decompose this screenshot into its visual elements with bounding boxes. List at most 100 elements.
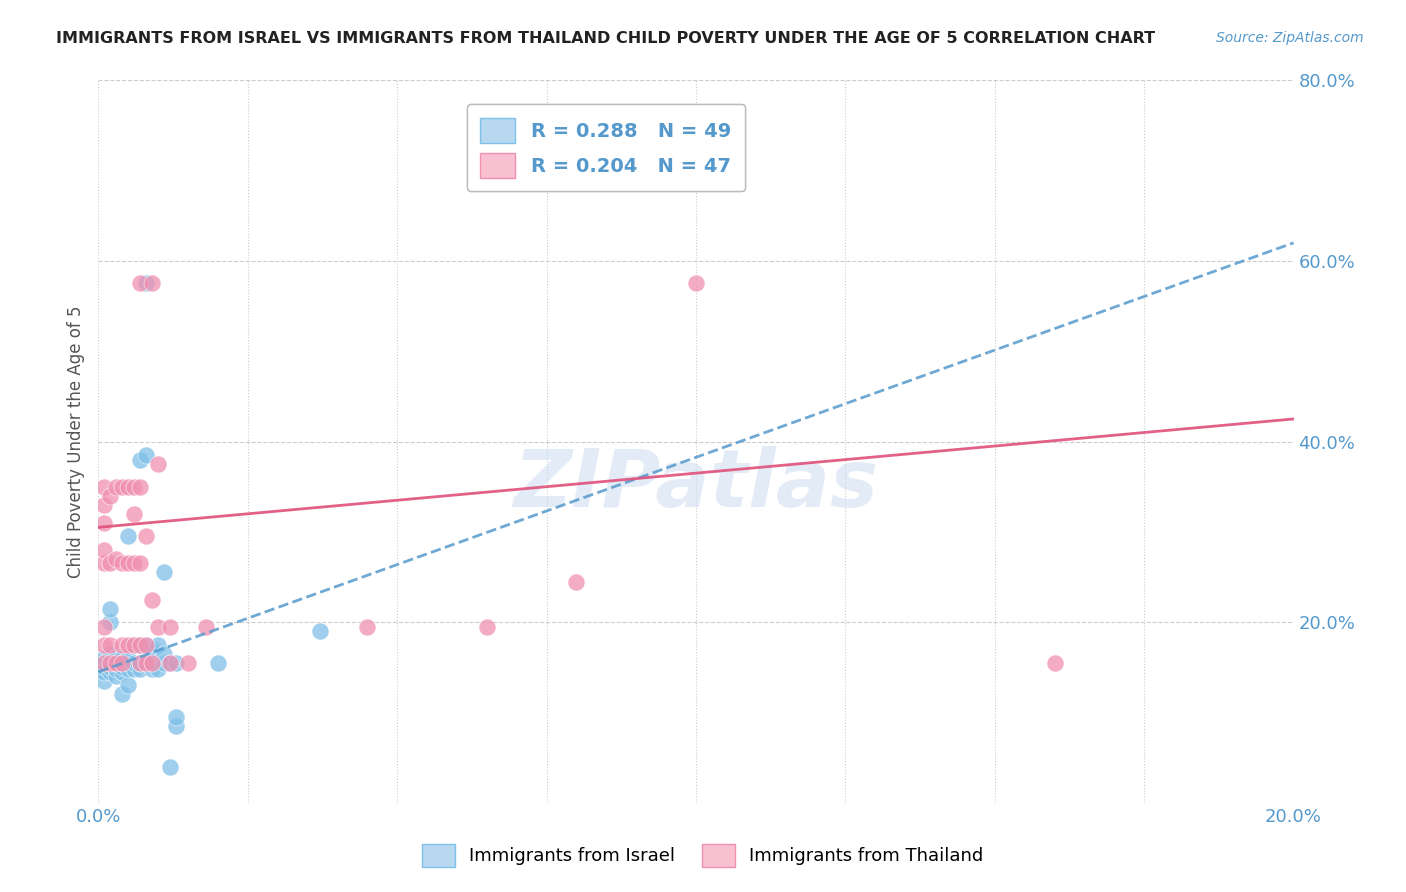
Point <box>111 687 134 701</box>
Point <box>98 660 122 674</box>
Point <box>159 620 181 634</box>
Point <box>135 448 157 462</box>
Legend: R = 0.288   N = 49, R = 0.204   N = 47: R = 0.288 N = 49, R = 0.204 N = 47 <box>467 104 745 192</box>
Point <box>135 529 157 543</box>
Point <box>159 656 181 670</box>
Point <box>135 638 157 652</box>
Point <box>93 620 115 634</box>
Point <box>117 651 139 665</box>
Point <box>93 498 115 512</box>
Point <box>685 277 707 291</box>
Text: Source: ZipAtlas.com: Source: ZipAtlas.com <box>1216 31 1364 45</box>
Point <box>129 557 152 571</box>
Point <box>135 656 157 670</box>
Point <box>124 638 146 652</box>
Point <box>111 656 134 670</box>
Point <box>105 669 128 683</box>
Point <box>98 601 122 615</box>
Point <box>135 638 157 652</box>
Point <box>98 615 122 630</box>
Point <box>135 656 157 670</box>
Point <box>98 647 122 661</box>
Point <box>177 656 200 670</box>
Point <box>356 620 378 634</box>
Point <box>117 557 139 571</box>
Point <box>129 452 152 467</box>
Point <box>93 651 115 665</box>
Point <box>1043 656 1066 670</box>
Point <box>93 656 115 670</box>
Point <box>153 656 176 670</box>
Point <box>105 552 128 566</box>
Point <box>159 656 181 670</box>
Point <box>195 620 218 634</box>
Point <box>111 480 134 494</box>
Point <box>124 507 146 521</box>
Point <box>129 638 152 652</box>
Point <box>98 638 122 652</box>
Point <box>93 542 115 557</box>
Point <box>165 719 187 733</box>
Point <box>117 662 139 676</box>
Text: ZIPatlas: ZIPatlas <box>513 446 879 524</box>
Point <box>565 574 588 589</box>
Point <box>141 592 163 607</box>
Point <box>141 662 163 676</box>
Legend: Immigrants from Israel, Immigrants from Thailand: Immigrants from Israel, Immigrants from … <box>415 837 991 874</box>
Point <box>98 656 122 670</box>
Point <box>124 638 146 652</box>
Point <box>93 660 115 674</box>
Point <box>124 662 146 676</box>
Text: IMMIGRANTS FROM ISRAEL VS IMMIGRANTS FROM THAILAND CHILD POVERTY UNDER THE AGE O: IMMIGRANTS FROM ISRAEL VS IMMIGRANTS FRO… <box>56 31 1156 46</box>
Point <box>124 557 146 571</box>
Point <box>105 656 128 670</box>
Point <box>98 665 122 679</box>
Point <box>153 647 176 661</box>
Point <box>129 656 152 670</box>
Point <box>124 480 146 494</box>
Point <box>148 620 170 634</box>
Point <box>141 642 163 657</box>
Point <box>308 624 330 639</box>
Point <box>93 480 115 494</box>
Point <box>141 656 163 670</box>
Point <box>117 529 139 543</box>
Y-axis label: Child Poverty Under the Age of 5: Child Poverty Under the Age of 5 <box>66 305 84 578</box>
Point <box>141 656 163 670</box>
Point <box>153 566 176 580</box>
Point <box>129 277 152 291</box>
Point <box>93 638 115 652</box>
Point <box>475 620 498 634</box>
Point <box>148 662 170 676</box>
Point <box>93 516 115 530</box>
Point <box>117 638 139 652</box>
Point <box>141 277 163 291</box>
Point <box>111 651 134 665</box>
Point <box>98 489 122 503</box>
Point <box>111 638 134 652</box>
Point <box>129 638 152 652</box>
Point <box>135 277 157 291</box>
Point <box>98 656 122 670</box>
Point <box>165 710 187 724</box>
Point <box>129 480 152 494</box>
Point <box>207 656 229 670</box>
Point <box>111 557 134 571</box>
Point <box>111 665 134 679</box>
Point <box>105 651 128 665</box>
Point <box>129 662 152 676</box>
Point <box>124 656 146 670</box>
Point <box>105 480 128 494</box>
Point <box>148 638 170 652</box>
Point <box>117 656 139 670</box>
Point <box>117 480 139 494</box>
Point <box>105 656 128 670</box>
Point <box>165 656 187 670</box>
Point <box>93 673 115 688</box>
Point <box>93 665 115 679</box>
Point <box>148 457 170 471</box>
Point <box>105 662 128 676</box>
Point <box>129 656 152 670</box>
Point <box>98 557 122 571</box>
Point <box>117 678 139 692</box>
